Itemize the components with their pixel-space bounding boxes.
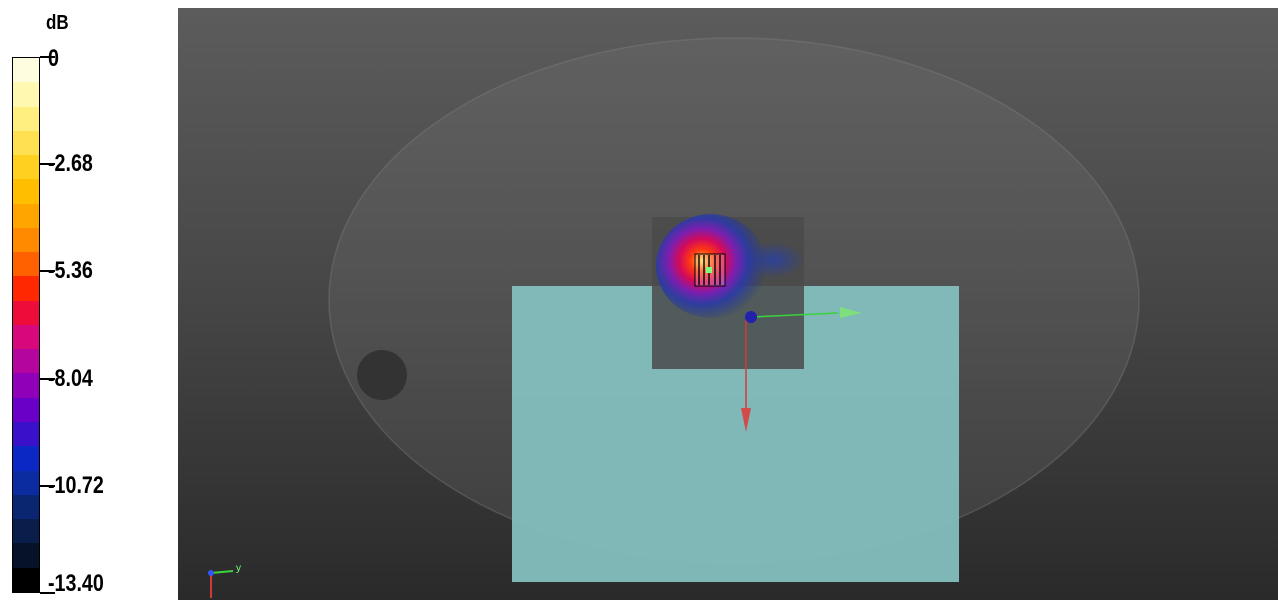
colorbar-swatch (13, 82, 39, 107)
antenna-element (694, 253, 726, 287)
field-hotspot (656, 214, 766, 318)
legend-unit-label: dB (46, 12, 69, 34)
colorbar-tick-mark (40, 163, 55, 166)
colorbar-tick-label: -2.68 (48, 150, 93, 178)
colorbar-gradient (12, 57, 40, 593)
colorbar-tick-label: 0 (48, 45, 59, 72)
colorbar-swatch (13, 324, 39, 350)
colorbar-swatch (13, 446, 39, 471)
colorbar-swatch (13, 276, 39, 301)
colorbar-tick-label: -8.04 (48, 364, 93, 392)
colorbar-swatch (13, 567, 39, 592)
3d-viewport[interactable]: y (178, 8, 1278, 600)
colorbar-swatch (13, 300, 39, 325)
colorbar-swatch (13, 470, 39, 495)
colorbar-swatch (13, 421, 39, 447)
colorbar-swatch (13, 494, 39, 520)
colorbar-tick-mark (40, 377, 55, 380)
colorbar-swatch (13, 130, 39, 156)
colorbar-swatch (13, 349, 39, 374)
orientation-triad: y (208, 563, 241, 598)
colorbar-swatch (13, 155, 39, 180)
colorbar-tick-mark (40, 270, 55, 273)
axis-gizmo[interactable] (741, 307, 862, 432)
small-marker-circle (357, 350, 407, 400)
colorbar-tick-label: -10.72 (48, 471, 104, 499)
colorbar-swatch (13, 543, 39, 568)
colorbar-swatch (13, 519, 39, 544)
colorbar-swatch (13, 106, 39, 131)
colorbar-tick-mark (40, 592, 55, 594)
colorbar-swatch (13, 373, 39, 398)
scene-canvas[interactable]: y (178, 8, 1278, 600)
colorbar-swatch (13, 397, 39, 422)
triad-y-label: y (236, 563, 241, 574)
colorbar-swatch (13, 179, 39, 204)
colorbar-tick-mark (40, 484, 55, 487)
colorbar-swatch (13, 203, 39, 228)
colorbar-swatch (13, 252, 39, 277)
colorbar-swatch (13, 58, 39, 83)
colorbar-legend: dB 0 -2.68 -5.36 -8.04 -10.72 -13.40 (0, 0, 178, 600)
colorbar-tick-mark (40, 56, 55, 58)
colorbar-swatch (13, 227, 39, 253)
colorbar-tick-label: -5.36 (48, 257, 93, 285)
colorbar-tick-label: -13.40 (48, 570, 104, 597)
